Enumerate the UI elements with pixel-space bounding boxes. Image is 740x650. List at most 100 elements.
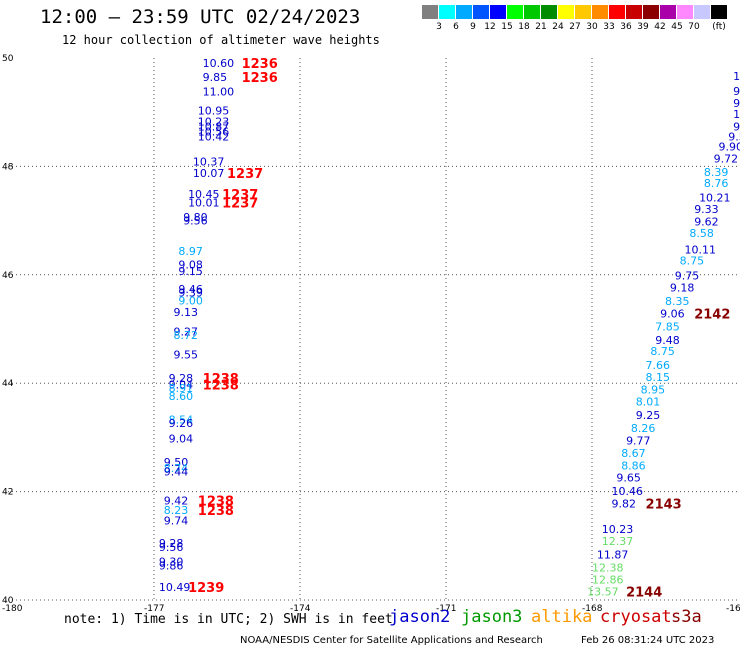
wave-height-point: 9.56	[159, 541, 184, 554]
legend-label: 42	[654, 22, 666, 32]
x-tick-label: -168	[582, 604, 603, 614]
wave-height-point: 9.21	[733, 85, 740, 98]
wave-height-point: 8.74	[164, 462, 189, 475]
wave-height-point: 12.38	[592, 561, 624, 574]
track-label: 1239	[188, 581, 224, 596]
footer-credit: NOAA/NESDIS Center for Satellite Applica…	[240, 635, 543, 646]
legend-label: 30	[586, 22, 598, 32]
track-label: 1238	[198, 504, 234, 519]
wave-height-point: 9.75	[675, 269, 700, 282]
legend-label: 70	[688, 22, 700, 32]
y-tick-label: 48	[2, 162, 14, 172]
wave-height-point: 10.74	[733, 70, 740, 83]
y-tick-label: 44	[2, 379, 14, 389]
legend-label: 33	[603, 22, 615, 32]
wave-height-point: 9.33	[694, 203, 719, 216]
legend-swatch	[575, 5, 591, 19]
legend-label: 24	[552, 22, 564, 32]
wave-height-point: 10.23	[198, 115, 230, 128]
legend-label: 9	[470, 22, 476, 32]
wave-height-point: 9.04	[169, 432, 194, 445]
legend-swatch	[660, 5, 676, 19]
wave-height-point: 7.85	[655, 320, 680, 333]
wave-height-point: 10.21	[699, 191, 731, 204]
wave-height-point: 8.60	[169, 390, 194, 403]
wave-height-point: 8.54	[169, 414, 194, 427]
legend-unit: (ft)	[712, 22, 726, 32]
legend-swatch	[626, 5, 642, 19]
wave-height-point: 10.45	[188, 188, 220, 201]
wave-height-point: 12.86	[592, 573, 624, 586]
wave-height-point: 9.17	[733, 97, 740, 110]
wave-height-point: 11.00	[203, 86, 235, 99]
wave-height-point: 7.66	[646, 359, 671, 372]
legend-swatch	[524, 5, 540, 19]
wave-height-point: 8.58	[689, 227, 714, 240]
wave-height-point: 13.57	[587, 585, 619, 598]
legend-swatch	[456, 5, 472, 19]
legend-label: 39	[637, 22, 649, 32]
wave-height-point: 9.26	[169, 417, 194, 430]
track-label: 1238	[203, 372, 239, 387]
wave-height-point: 8.67	[621, 447, 646, 460]
wave-height-point: 8.76	[704, 177, 729, 190]
legend-swatch	[558, 5, 574, 19]
track-label: 1237	[222, 188, 258, 203]
wave-height-point: 8.72	[173, 329, 198, 342]
track-label: 2143	[646, 498, 682, 513]
wave-height-point: 8.95	[641, 384, 666, 397]
legend-label: 12	[484, 22, 496, 32]
wave-height-point: 9.42	[164, 494, 189, 507]
x-tick-label: -16	[726, 604, 740, 614]
legend-label: 3	[436, 22, 442, 32]
wave-height-point: 10.11	[684, 243, 716, 256]
legend-swatch	[592, 5, 608, 19]
y-tick-label: 40	[2, 596, 14, 606]
wave-height-point: 10.56	[198, 126, 230, 139]
wave-height-point: 9.82	[611, 498, 636, 511]
wave-height-point: 10.42	[198, 131, 230, 144]
satellite-label: cryosat	[600, 607, 672, 627]
wave-height-point: 10.87	[198, 120, 230, 133]
wave-height-point: 9.18	[670, 281, 695, 294]
wave-height-point: 8.75	[650, 345, 675, 358]
legend-swatch	[490, 5, 506, 19]
wave-height-point: 9.74	[164, 514, 189, 527]
wave-height-point: 9.90	[719, 140, 740, 153]
satellite-label: s3a	[671, 607, 702, 627]
wave-height-point: 9.15	[178, 265, 203, 278]
wave-height-point: 9.55	[173, 348, 198, 361]
legend-label: 6	[453, 22, 459, 32]
wave-height-point: 8.86	[621, 460, 646, 473]
legend-label: 18	[518, 22, 530, 32]
wave-height-point: 9.44	[733, 120, 740, 133]
x-tick-label: -174	[290, 604, 311, 614]
wave-height-point: 10.07	[193, 167, 225, 180]
wave-height-point: 10.46	[611, 485, 643, 498]
wave-height-point: 9.56	[728, 131, 740, 144]
wave-height-point: 10.60	[203, 57, 235, 70]
track-label: 2142	[694, 307, 730, 322]
track-label: 1236	[242, 57, 278, 72]
wave-height-point: 9.62	[694, 216, 719, 229]
wave-height-point: 9.30	[159, 556, 184, 569]
legend-swatch	[694, 5, 710, 19]
wave-height-point: 10.49	[159, 581, 191, 594]
wave-height-point: 9.28	[169, 372, 194, 385]
x-tick-label: -177	[144, 604, 164, 614]
wave-height-point: 9.06	[660, 307, 685, 320]
page-subtitle: 12 hour collection of altimeter wave hei…	[62, 33, 380, 47]
wave-height-point: 9.00	[178, 294, 203, 307]
wave-height-point: 9.65	[616, 472, 641, 485]
track-label: 1237	[227, 167, 263, 182]
satellite-label: altika	[531, 607, 593, 627]
wave-height-point: 9.13	[173, 306, 198, 319]
wave-height-point: 8.39	[704, 166, 729, 179]
y-tick-label: 46	[2, 271, 14, 281]
wave-height-point: 8.91	[169, 382, 194, 395]
wave-height-point: 8.26	[631, 422, 656, 435]
footer-timestamp: Feb 26 08:31:24 UTC 2023	[581, 635, 715, 646]
wave-height-point: 9.48	[655, 334, 680, 347]
wave-height-point: 9.08	[178, 259, 203, 272]
